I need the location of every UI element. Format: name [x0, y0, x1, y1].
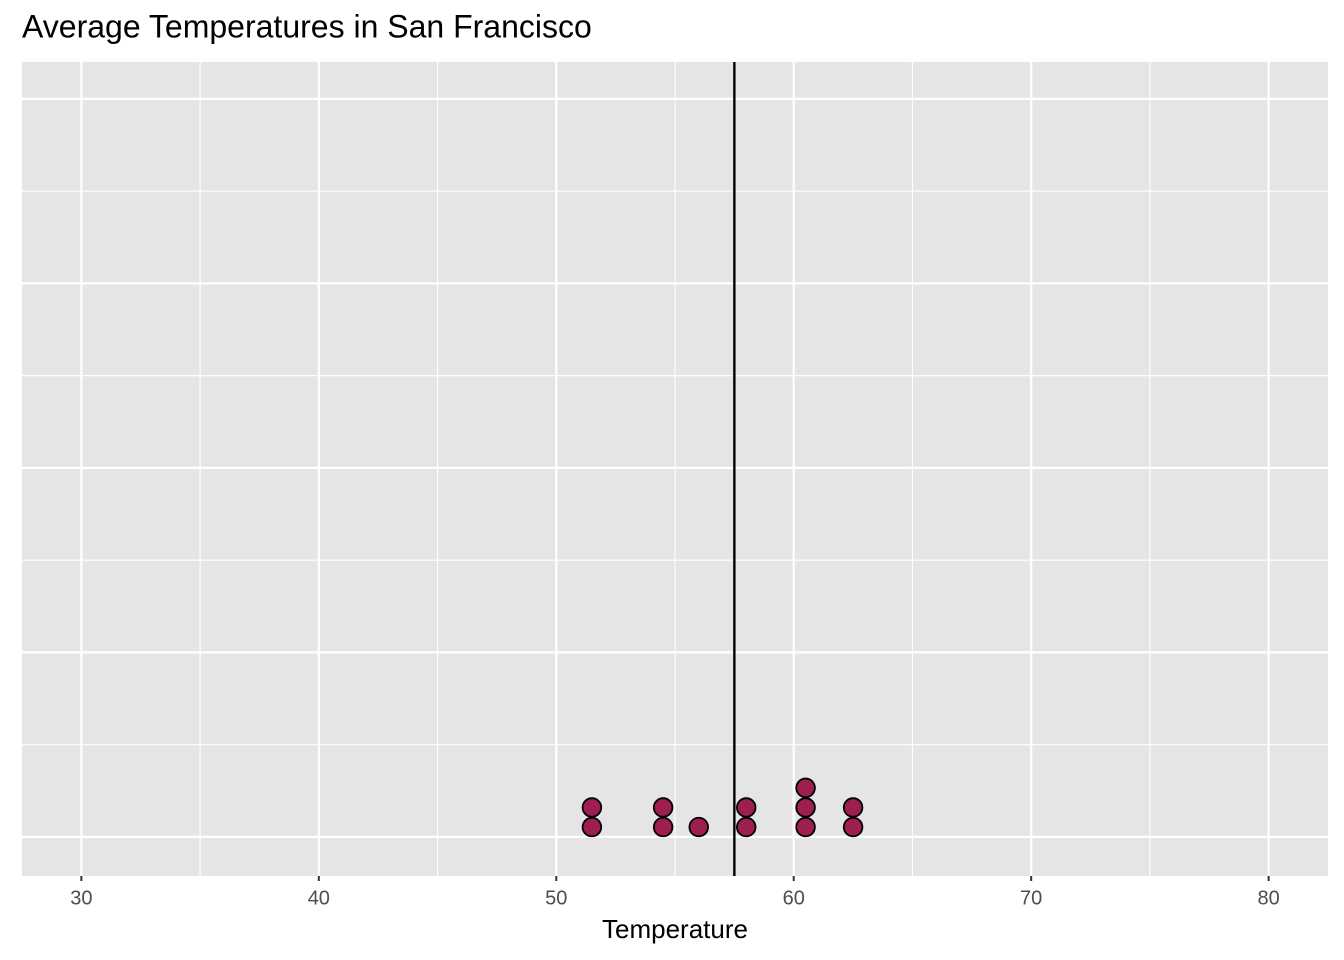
- dot: [736, 816, 757, 838]
- dot: [795, 797, 816, 818]
- dot: [736, 797, 757, 818]
- grid: [22, 62, 1328, 876]
- dot: [795, 816, 816, 838]
- x-tick-label: 60: [783, 887, 805, 909]
- x-tick-label: 50: [545, 887, 567, 909]
- x-axis-title: Temperature: [602, 914, 748, 944]
- dot: [842, 797, 864, 818]
- dot: [688, 816, 709, 838]
- marks: [581, 62, 864, 876]
- dot: [652, 797, 674, 818]
- dot: [795, 777, 816, 799]
- dot: [581, 816, 603, 838]
- dot: [581, 797, 603, 818]
- x-tick-label: 70: [1020, 887, 1042, 909]
- x-tick-label: 40: [308, 887, 330, 909]
- x-tick-label: 80: [1258, 887, 1280, 909]
- dot: [842, 816, 864, 838]
- dot: [652, 816, 674, 838]
- x-tick-label: 30: [70, 887, 92, 909]
- chart-title: Average Temperatures in San Francisco: [22, 8, 592, 44]
